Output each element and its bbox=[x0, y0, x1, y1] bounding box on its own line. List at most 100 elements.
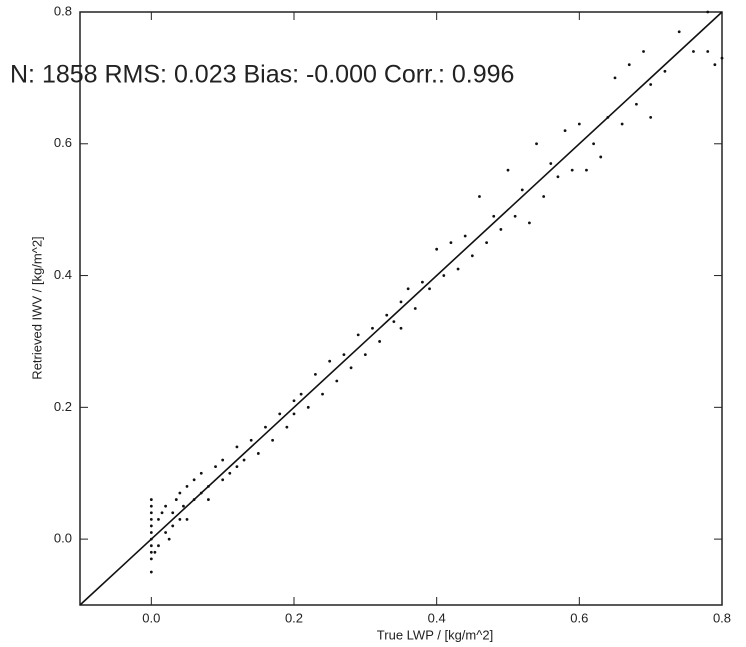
scatter-point bbox=[706, 50, 710, 53]
scatter-point bbox=[606, 116, 610, 119]
scatter-point bbox=[221, 478, 225, 482]
x-tick-label: 0.6 bbox=[570, 610, 588, 625]
scatter-point bbox=[192, 498, 196, 501]
scatter-point bbox=[470, 254, 474, 258]
scatter-point bbox=[299, 392, 303, 396]
scatter-point bbox=[321, 392, 324, 396]
scatter-point bbox=[149, 550, 153, 554]
scatter-point bbox=[278, 412, 282, 416]
scatter-point bbox=[335, 379, 339, 383]
scatter-point bbox=[221, 458, 225, 462]
scatter-point bbox=[485, 241, 488, 245]
scatter-point bbox=[149, 557, 153, 561]
y-tick-label: 0.0 bbox=[54, 531, 72, 546]
scatter-point bbox=[421, 280, 424, 284]
x-tick-label: 0.8 bbox=[713, 610, 731, 625]
scatter-point bbox=[399, 326, 403, 330]
y-tick-label: 0.8 bbox=[54, 3, 72, 18]
scatter-point bbox=[328, 359, 332, 363]
scatter-point bbox=[677, 30, 681, 34]
scatter-point bbox=[692, 50, 695, 53]
scatter-point bbox=[585, 168, 588, 172]
scatter-point bbox=[492, 214, 496, 218]
y-tick-label: 0.4 bbox=[54, 267, 72, 282]
scatter-point bbox=[285, 425, 289, 429]
scatter-point bbox=[528, 221, 531, 225]
scatter-point bbox=[613, 76, 617, 80]
scatter-point bbox=[378, 340, 381, 343]
scatter-point bbox=[356, 333, 360, 337]
scatter-point bbox=[520, 188, 524, 192]
scatter-point bbox=[442, 274, 446, 277]
scatter-point bbox=[463, 234, 467, 238]
scatter-point bbox=[314, 372, 317, 376]
scatter-point bbox=[499, 228, 503, 231]
scatter-point bbox=[649, 116, 653, 119]
scatter-point bbox=[164, 504, 168, 508]
scatter-point bbox=[392, 320, 396, 324]
scatter-point bbox=[720, 56, 724, 60]
scatter-point bbox=[577, 122, 581, 126]
scatter-point bbox=[171, 524, 175, 528]
scatter-point bbox=[174, 498, 178, 501]
one-to-one-line bbox=[79, 11, 723, 606]
scatter-point bbox=[264, 425, 267, 429]
scatter-point bbox=[385, 313, 389, 317]
scatter-point bbox=[149, 570, 153, 574]
scatter-point bbox=[271, 438, 274, 442]
scatter-point bbox=[599, 155, 603, 159]
scatter-point bbox=[363, 353, 367, 357]
scatter-point bbox=[713, 63, 717, 67]
scatter-point bbox=[256, 452, 260, 455]
scatter-point bbox=[153, 550, 157, 554]
scatter-point bbox=[149, 537, 153, 541]
scatter-point bbox=[371, 326, 374, 330]
scatter-point bbox=[185, 485, 189, 488]
scatter-point bbox=[149, 524, 153, 528]
scatter-point bbox=[592, 142, 595, 146]
scatter-point bbox=[706, 10, 710, 14]
y-tick-label: 0.6 bbox=[54, 135, 72, 150]
scatter-point bbox=[149, 517, 153, 521]
scatter-point bbox=[149, 544, 153, 548]
scatter-point bbox=[563, 129, 567, 133]
scatter-point bbox=[178, 517, 182, 521]
scatter-point bbox=[456, 267, 460, 271]
scatter-point bbox=[160, 511, 164, 515]
scatter-point bbox=[207, 498, 210, 501]
y-axis-label: Retrieved IWV / [kg/m^2] bbox=[29, 236, 44, 379]
scatter-point bbox=[342, 353, 346, 357]
scatter-point bbox=[157, 544, 160, 548]
scatter-point bbox=[199, 491, 203, 495]
scatter-point bbox=[207, 485, 210, 488]
scatter-point bbox=[167, 537, 171, 541]
scatter-point bbox=[642, 50, 645, 53]
x-tick-label: 0.0 bbox=[142, 610, 160, 625]
scatter-point bbox=[235, 445, 239, 449]
scatter-point bbox=[535, 142, 538, 146]
scatter-point bbox=[149, 504, 153, 508]
scatter-point bbox=[635, 102, 638, 106]
scatter-point bbox=[292, 412, 296, 416]
scatter-point bbox=[513, 214, 517, 218]
scatter-point bbox=[214, 465, 217, 469]
scatter-point bbox=[649, 83, 653, 86]
x-tick-label: 0.4 bbox=[428, 610, 446, 625]
scatter-point bbox=[406, 287, 410, 291]
scatter-point bbox=[620, 122, 624, 126]
scatter-point bbox=[556, 175, 560, 179]
scatter-point bbox=[242, 458, 246, 462]
scatter-point bbox=[549, 162, 553, 165]
scatter-point bbox=[542, 195, 546, 198]
scatter-point bbox=[292, 399, 296, 403]
scatter-point bbox=[185, 517, 189, 521]
scatter-point bbox=[149, 498, 153, 501]
plot-frame bbox=[79, 11, 723, 606]
scatter-point bbox=[627, 63, 631, 67]
scatter-point bbox=[149, 531, 153, 534]
x-axis-label: True LWP / [kg/m^2] bbox=[377, 627, 493, 642]
scatter-point bbox=[399, 300, 403, 304]
scatter-point bbox=[178, 491, 182, 495]
